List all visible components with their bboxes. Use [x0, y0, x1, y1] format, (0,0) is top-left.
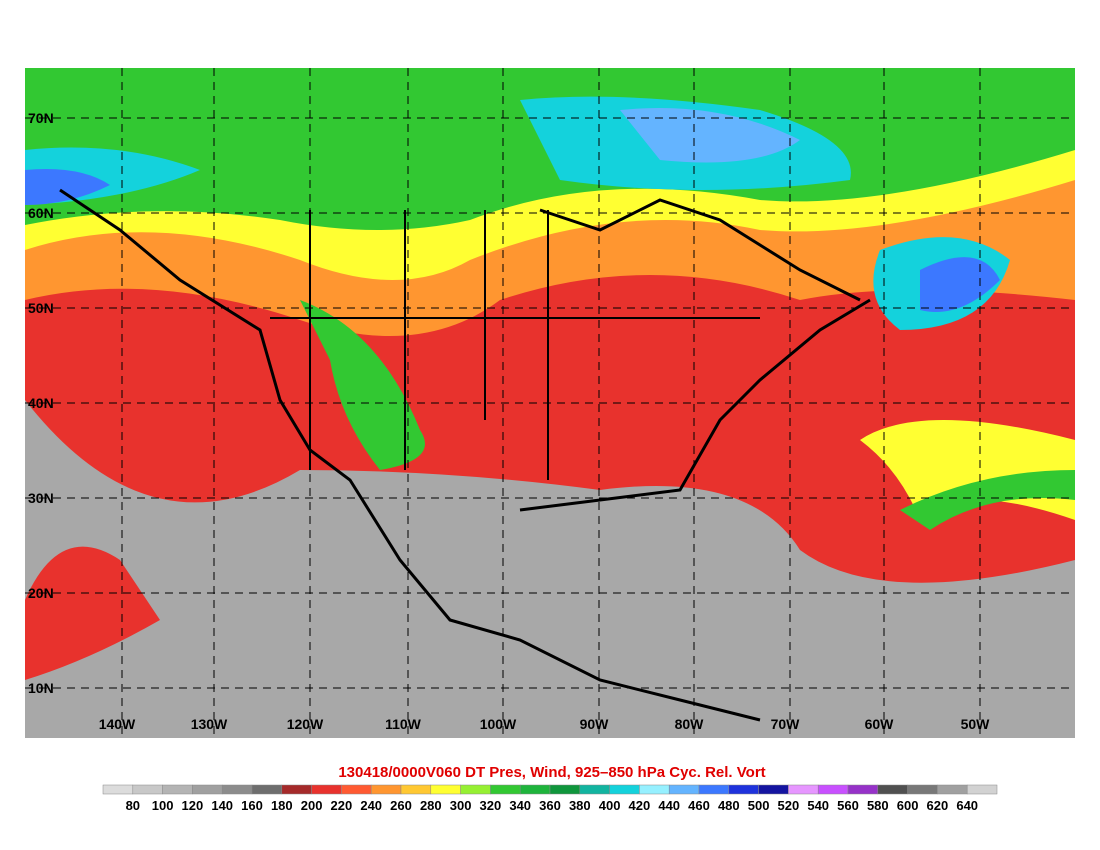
- colorbar-swatch: [251, 784, 283, 795]
- colorbar-swatch: [817, 784, 849, 795]
- colorbar-swatch: [728, 784, 759, 795]
- colorbar-swatch: [370, 784, 402, 795]
- graticule: [25, 68, 1075, 738]
- colorbar-swatch: [341, 784, 372, 795]
- colorbar-label: 340: [509, 798, 531, 813]
- colorbar-swatch: [102, 784, 134, 795]
- lat-label: 40N: [28, 395, 54, 411]
- lon-label: 90W: [580, 716, 610, 732]
- colorbar-swatch: [162, 784, 193, 795]
- colorbar-label: 400: [599, 798, 621, 813]
- colorbar-label: 180: [271, 798, 293, 813]
- colorbar-swatch: [311, 784, 342, 795]
- colorbar-label: 440: [658, 798, 680, 813]
- lon-label: 110W: [385, 716, 422, 732]
- colorbar-label: 640: [956, 798, 978, 813]
- colorbar-swatch: [966, 784, 998, 795]
- colorbar-label: 300: [450, 798, 472, 813]
- lon-label: 120W: [287, 716, 324, 732]
- map-title: 130418/0000V060 DT Pres, Wind, 925–850 h…: [338, 764, 765, 781]
- lat-label: 30N: [28, 490, 54, 506]
- colorbar-label: 520: [778, 798, 800, 813]
- colorbar-label: 580: [867, 798, 889, 813]
- map: [25, 68, 1075, 738]
- colorbar-swatch: [639, 784, 670, 795]
- colorbar-label: 360: [539, 798, 561, 813]
- lon-label: 80W: [675, 716, 705, 732]
- colorbar-label: 480: [718, 798, 740, 813]
- lon-label: 100W: [480, 716, 517, 732]
- colorbar-swatch: [281, 784, 312, 795]
- lat-label: 10N: [28, 680, 54, 696]
- colorbar-label: 240: [360, 798, 382, 813]
- field-blue: [620, 108, 800, 163]
- colorbar-swatch: [490, 784, 521, 795]
- lon-label: 70W: [771, 716, 801, 732]
- colorbar-label: 420: [629, 798, 651, 813]
- colorbar-label: 280: [420, 798, 442, 813]
- colorbar-label: 460: [688, 798, 710, 813]
- colorbar-label: 500: [748, 798, 770, 813]
- colorbar-swatch: [549, 784, 581, 795]
- colorbar-swatch: [400, 784, 432, 795]
- colorbar-swatch: [788, 784, 819, 795]
- colorbar-swatch: [430, 784, 461, 795]
- colorbar-swatch: [192, 784, 223, 795]
- colorbar-label: 560: [837, 798, 859, 813]
- lat-label: 70N: [28, 110, 54, 126]
- colorbar-swatch: [907, 784, 938, 795]
- colorbar-label: 200: [301, 798, 323, 813]
- colorbar-swatch: [609, 784, 640, 795]
- colorbar-label: 540: [807, 798, 829, 813]
- colorbar-swatch: [668, 784, 700, 795]
- colorbar-swatch: [758, 784, 789, 795]
- lat-label: 60N: [28, 205, 54, 221]
- field-green: [300, 300, 425, 470]
- lon-label: 130W: [191, 716, 228, 732]
- lon-label: 50W: [961, 716, 991, 732]
- colorbar-label: 380: [569, 798, 591, 813]
- colorbar-label: 80: [126, 798, 140, 813]
- colorbar-swatch: [519, 784, 551, 795]
- colorbar-label: 100: [152, 798, 174, 813]
- colorbar-label: 220: [331, 798, 353, 813]
- colorbar-label: 620: [927, 798, 949, 813]
- colorbar-swatch: [579, 784, 610, 795]
- colorbar-swatch: [132, 784, 163, 795]
- colorbar-label: 160: [241, 798, 263, 813]
- colorbar-label: 260: [390, 798, 412, 813]
- lon-label: 140W: [99, 716, 136, 732]
- colorbar-swatch: [221, 784, 253, 795]
- colorbar-label: 120: [182, 798, 204, 813]
- colorbar-swatch: [698, 784, 730, 795]
- colorbar-swatch: [877, 784, 908, 795]
- colorbar-label: 600: [897, 798, 919, 813]
- lat-label: 20N: [28, 585, 54, 601]
- coastline: [59, 188, 871, 722]
- lon-label: 60W: [865, 716, 895, 732]
- colorbar-swatch: [847, 784, 879, 795]
- field-blue: [25, 169, 110, 205]
- field-green: [900, 470, 1075, 530]
- field-red: [25, 546, 160, 680]
- colorbar-label: 320: [480, 798, 502, 813]
- lat-label: 50N: [28, 300, 54, 316]
- colorbar-swatch: [937, 784, 968, 795]
- colorbar-swatch: [460, 784, 491, 795]
- colorbar-label: 140: [211, 798, 233, 813]
